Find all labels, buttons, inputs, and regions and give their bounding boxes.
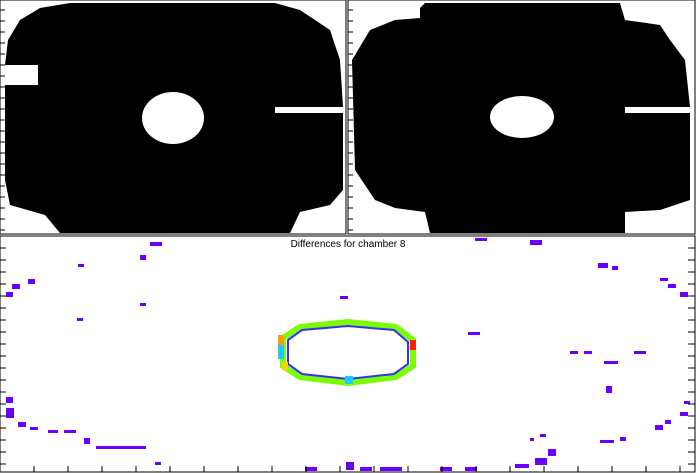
scatter-cell: [155, 462, 161, 465]
pad-frame: [347, 0, 696, 235]
central-hole: [490, 96, 554, 138]
scatter-cell: [634, 351, 646, 354]
central-hole: [142, 92, 204, 144]
scatter-cell: [84, 438, 90, 444]
scatter-cell: [468, 332, 480, 335]
scatter-cell: [570, 351, 578, 354]
pad-right: [347, 0, 696, 235]
scatter-cell: [540, 434, 546, 437]
scatter-cell: [475, 238, 487, 241]
scatter-cell: [680, 412, 688, 416]
axis-ticks: [0, 9, 695, 472]
scatter-cell: [584, 351, 592, 354]
scatter-cell: [530, 438, 534, 441]
scatter-cell: [77, 318, 83, 321]
scatter-cells: [6, 238, 690, 471]
cell: [282, 362, 288, 370]
scatter-cell: [346, 462, 354, 470]
scatter-cell: [30, 427, 38, 430]
scatter-cell: [668, 284, 676, 288]
scatter-cell: [140, 255, 146, 260]
scatter-cell: [606, 386, 612, 393]
difference-ring-inner: [287, 324, 409, 381]
cell: [278, 345, 284, 359]
scatter-cell: [465, 467, 477, 471]
scatter-cell: [380, 467, 402, 471]
scatter-cell: [6, 292, 13, 297]
scatter-cell: [150, 242, 162, 246]
scatter-cell: [612, 266, 618, 270]
scatter-cell: [28, 279, 35, 284]
scatter-cell: [440, 467, 452, 471]
scatter-cell: [18, 422, 26, 427]
scatter-cell: [340, 296, 348, 299]
scatter-cell: [600, 440, 614, 443]
pad-title: Differences for chamber 8: [291, 239, 406, 250]
cell: [278, 335, 284, 345]
scatter-cell: [548, 449, 556, 456]
scatter-cell: [684, 401, 690, 404]
pad-left: [0, 0, 347, 235]
difference-ring: [280, 318, 416, 387]
pad-frame: [0, 235, 696, 473]
scatter-cell: [620, 437, 626, 441]
scatter-cell: [48, 430, 58, 433]
scatter-cell: [140, 303, 146, 306]
scatter-cell: [598, 263, 608, 268]
scatter-cell: [535, 458, 547, 465]
scatter-cell: [665, 420, 671, 424]
scatter-cell: [6, 408, 14, 418]
scatter-cell: [305, 467, 317, 471]
pad-frame: [0, 0, 347, 235]
scatter-cell: [64, 430, 76, 433]
scatter-cell: [515, 464, 529, 468]
pad-bottom: Differences for chamber 8: [0, 9, 696, 473]
scatter-cell: [12, 284, 20, 289]
scatter-cell: [96, 446, 146, 449]
scatter-cell: [604, 361, 618, 364]
scatter-cell: [6, 397, 13, 403]
scatter-cell: [78, 264, 84, 267]
scatter-cell: [360, 467, 372, 471]
scatter-cell: [660, 278, 668, 281]
scatter-cell: [530, 240, 542, 245]
cell: [345, 376, 353, 384]
scatter-cell: [655, 425, 663, 430]
scatter-cell: [680, 292, 688, 297]
cell: [410, 340, 416, 350]
